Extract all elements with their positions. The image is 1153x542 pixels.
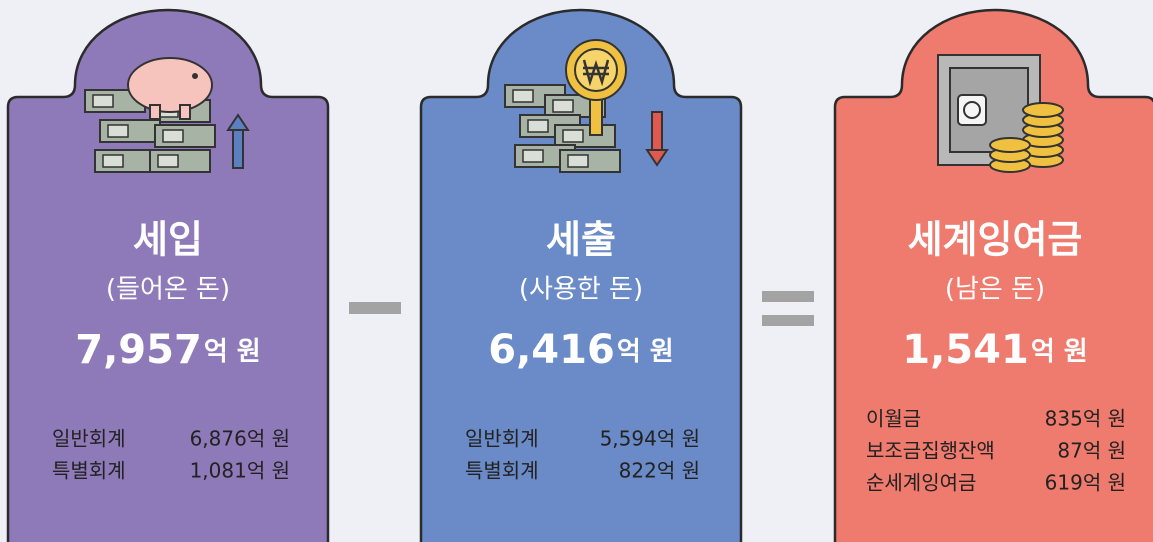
item-label: 이월금 bbox=[866, 407, 921, 431]
item-value: 6,876억 원 bbox=[190, 427, 290, 451]
item-value: 822억 원 bbox=[619, 459, 700, 483]
card-subtitle: (들어온 돈) bbox=[106, 275, 230, 305]
item-label: 보조금집행잔액 bbox=[866, 439, 995, 463]
item-label: 특별회계 bbox=[52, 459, 126, 483]
infographic: 세입(들어온 돈)7,957억 원일반회계6,876억 원특별회계1,081억 … bbox=[0, 0, 1153, 542]
item-label: 순세계잉여금 bbox=[866, 471, 976, 495]
card-title: 세계잉여금 bbox=[908, 218, 1083, 262]
item-label: 특별회계 bbox=[465, 459, 539, 483]
card-title: 세입 bbox=[133, 218, 203, 262]
item-value: 835억 원 bbox=[1045, 407, 1126, 431]
item-value: 1,081억 원 bbox=[190, 459, 290, 483]
amount-value: 7,957 bbox=[75, 327, 202, 373]
amount-unit: 억 원 bbox=[1031, 337, 1088, 367]
equals-sign bbox=[762, 291, 814, 302]
amount-unit: 억 원 bbox=[204, 337, 261, 367]
amount-value: 1,541 bbox=[902, 327, 1029, 373]
item-label: 일반회계 bbox=[465, 427, 539, 451]
minus-sign bbox=[349, 302, 401, 314]
item-value: 87억 원 bbox=[1057, 439, 1126, 463]
card-title: 세출 bbox=[546, 218, 616, 262]
page: {"cards": [ {"title": "세입", "subtitle": … bbox=[0, 0, 1153, 542]
item-label: 일반회계 bbox=[52, 427, 126, 451]
equals-sign bbox=[762, 315, 814, 326]
card-subtitle: (사용한 돈) bbox=[519, 275, 643, 305]
item-value: 5,594억 원 bbox=[600, 427, 700, 451]
amount-unit: 억 원 bbox=[617, 337, 674, 367]
card-subtitle: (남은 돈) bbox=[945, 275, 1045, 305]
amount-value: 6,416 bbox=[488, 327, 615, 373]
item-value: 619억 원 bbox=[1045, 471, 1126, 495]
